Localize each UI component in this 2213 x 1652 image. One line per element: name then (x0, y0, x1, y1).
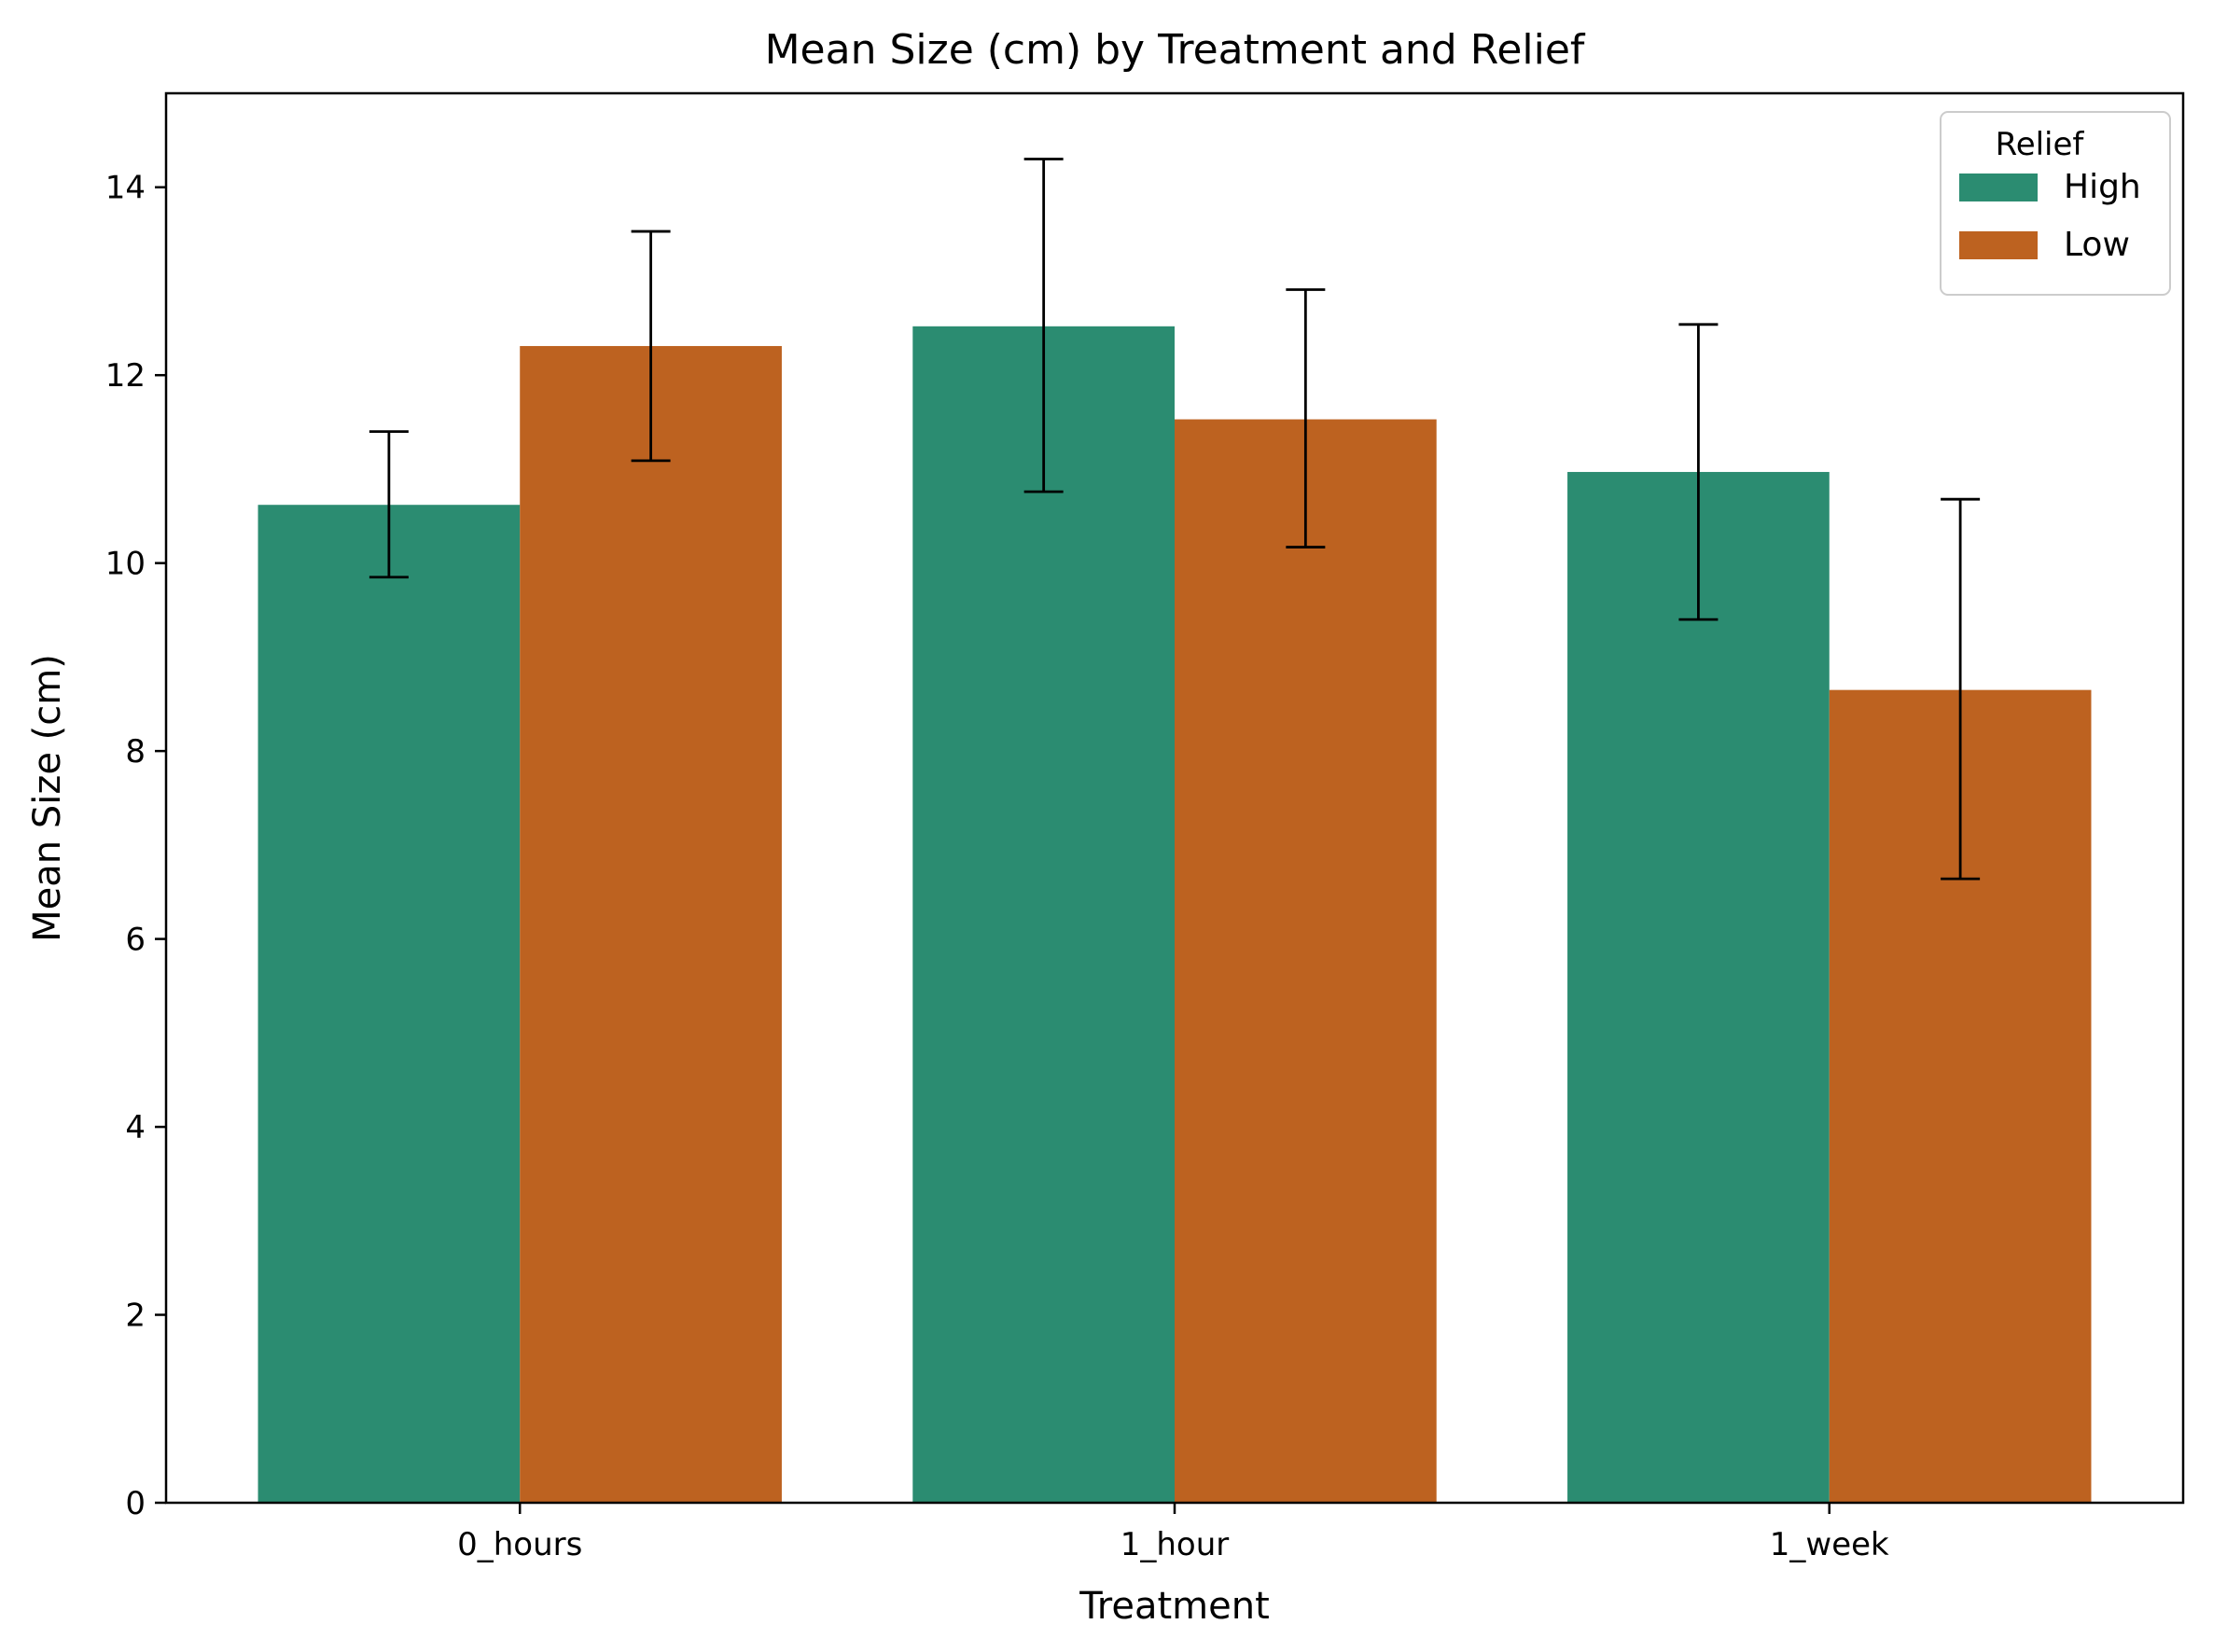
x-tick-label: 1_hour (1120, 1526, 1230, 1563)
chart-title: Mean Size (cm) by Treatment and Relief (765, 26, 1586, 74)
y-axis: 0 2 4 6 8 10 12 14 (105, 170, 166, 1522)
y-tick-label: 4 (125, 1109, 146, 1146)
x-tick-label: 0_hours (457, 1526, 582, 1563)
y-tick-label: 0 (125, 1485, 146, 1522)
legend-swatch-low (1959, 231, 2038, 259)
errorbar-high-1_hour (1023, 158, 1064, 493)
bars-layer (257, 326, 2092, 1504)
y-tick-label: 6 (125, 922, 146, 959)
errorbar-high-0_hours (369, 430, 409, 579)
y-tick-label: 8 (125, 733, 146, 770)
errorbars-layer (369, 158, 1981, 881)
bar-high-0_hours (257, 505, 521, 1504)
y-tick-label: 12 (105, 357, 146, 395)
errorbar-low-1_week (1941, 497, 1981, 881)
legend-label-low: Low (2064, 226, 2130, 264)
y-tick-label: 2 (125, 1298, 146, 1335)
bar-high-1_week (1567, 471, 1830, 1504)
y-tick-label: 10 (105, 546, 146, 583)
legend-swatch-high (1959, 174, 2038, 201)
errorbar-low-0_hours (631, 229, 671, 463)
legend-title: Relief (1996, 126, 2085, 163)
errorbar-low-1_hour (1286, 288, 1326, 548)
errorbar-high-1_week (1678, 323, 1719, 621)
legend-label-high: High (2064, 168, 2141, 206)
x-axis-label: Treatment (1079, 1585, 1270, 1628)
legend: Relief High Low (1940, 111, 2171, 296)
x-axis: 0_hours 1_hour 1_week (457, 1503, 1889, 1563)
bar-high-1_hour (912, 326, 1175, 1503)
y-tick-label: 14 (105, 170, 146, 207)
y-axis-label: Mean Size (cm) (26, 654, 69, 942)
bar-low-1_hour (1175, 419, 1437, 1503)
bar-low-0_hours (520, 345, 782, 1504)
x-tick-label: 1_week (1770, 1526, 1889, 1563)
